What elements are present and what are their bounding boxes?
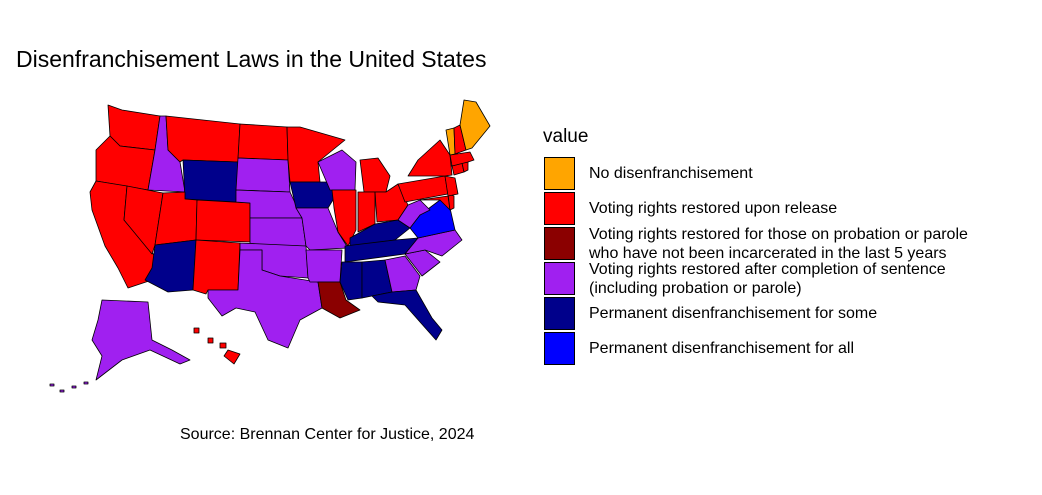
legend-label: No disenfranchisement bbox=[589, 165, 753, 182]
legend-swatch bbox=[544, 157, 575, 190]
legend-swatch bbox=[544, 332, 575, 365]
state-MT bbox=[165, 115, 241, 163]
state-AK bbox=[49, 299, 191, 393]
page-title: Disenfranchisement Laws in the United St… bbox=[16, 46, 487, 72]
state-NV bbox=[123, 185, 164, 255]
state-MS bbox=[339, 261, 363, 301]
source-caption: Source: Brennan Center for Justice, 2024 bbox=[180, 426, 475, 443]
legend-title: value bbox=[543, 126, 589, 147]
state-GA bbox=[384, 255, 421, 293]
state-AR bbox=[305, 249, 343, 283]
legend-label: Permanent disenfranchisement for some bbox=[589, 305, 878, 322]
state-IA bbox=[289, 181, 337, 209]
state-MI bbox=[359, 157, 391, 193]
legend-label: Voting rights restored for those on prob… bbox=[589, 226, 968, 262]
state-KS bbox=[249, 217, 307, 247]
state-MA bbox=[449, 151, 475, 167]
state-MO bbox=[295, 207, 349, 251]
state-ME bbox=[459, 99, 491, 151]
legend-item: Voting rights restored after completion … bbox=[543, 261, 946, 297]
legend-item: Voting rights restored upon release bbox=[543, 192, 837, 227]
state-CO bbox=[195, 199, 251, 243]
legend-item: No disenfranchisement bbox=[543, 157, 753, 192]
state-WI bbox=[317, 149, 357, 191]
legend-item: Voting rights restored for those on prob… bbox=[543, 226, 968, 262]
legend-swatch bbox=[544, 297, 575, 330]
state-ND bbox=[237, 123, 289, 161]
legend-label: Voting rights restored after completion … bbox=[589, 261, 946, 297]
legend-swatch bbox=[544, 262, 575, 295]
legend-item: Permanent disenfranchisement for all bbox=[543, 332, 854, 367]
legend-swatch bbox=[544, 192, 575, 225]
legend-label: Permanent disenfranchisement for all bbox=[589, 340, 855, 357]
legend-item: Permanent disenfranchisement for some bbox=[543, 297, 877, 332]
state-NJ bbox=[444, 175, 459, 197]
us-map bbox=[49, 99, 491, 393]
state-NM bbox=[192, 239, 241, 295]
state-WY bbox=[182, 159, 239, 203]
legend-swatch bbox=[544, 227, 575, 260]
state-NY bbox=[407, 139, 453, 177]
state-MN bbox=[286, 126, 346, 183]
legend: value No disenfranchisement Voting right… bbox=[543, 126, 968, 367]
state-HI bbox=[193, 327, 241, 365]
legend-label: Voting rights restored upon release bbox=[589, 200, 838, 217]
state-WV bbox=[397, 199, 431, 229]
state-FL bbox=[371, 289, 443, 341]
state-SD bbox=[235, 157, 291, 193]
state-TX bbox=[207, 249, 323, 349]
